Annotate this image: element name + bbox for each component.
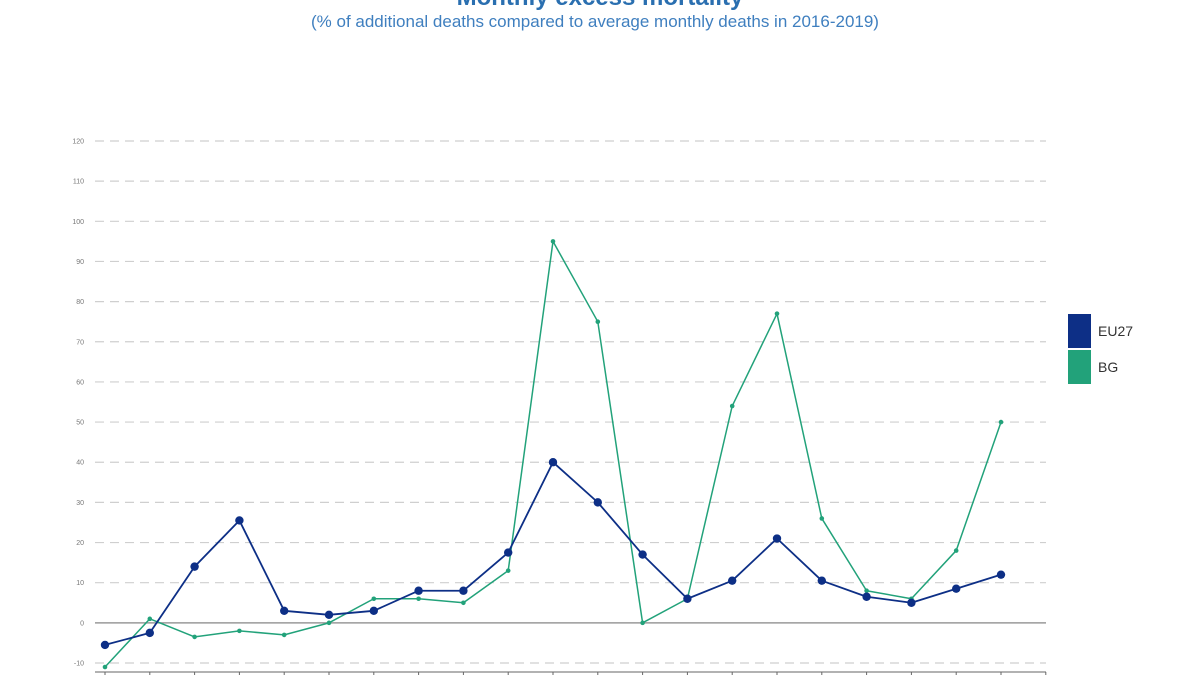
- data-point-eu27[interactable]: [235, 516, 244, 525]
- y-tick-label: 70: [76, 339, 84, 346]
- data-point-eu27[interactable]: [593, 498, 602, 507]
- legend-swatch-bg: [1068, 350, 1091, 384]
- data-point-bg[interactable]: [864, 588, 869, 594]
- data-point-bg[interactable]: [326, 620, 332, 626]
- series-line-bg: [104, 240, 1002, 668]
- series-line-eu27: [104, 461, 1002, 646]
- data-point-bg[interactable]: [192, 634, 197, 640]
- data-point-eu27[interactable]: [952, 584, 961, 593]
- data-point-bg[interactable]: [281, 632, 287, 638]
- data-point-bg[interactable]: [819, 516, 825, 521]
- y-tick-label: 80: [76, 299, 84, 306]
- data-point-eu27[interactable]: [100, 640, 110, 650]
- data-point-eu27[interactable]: [638, 550, 647, 559]
- data-point-eu27[interactable]: [862, 592, 871, 601]
- data-point-eu27[interactable]: [145, 628, 154, 638]
- data-point-bg[interactable]: [147, 616, 153, 622]
- legend-item-eu27[interactable]: EU27: [1068, 314, 1134, 348]
- chart-subtitle: (% of additional deaths compared to aver…: [311, 12, 879, 31]
- y-tick-label: 20: [76, 540, 84, 547]
- data-point-eu27[interactable]: [996, 570, 1006, 579]
- y-tick-label: 120: [72, 139, 84, 146]
- data-point-eu27[interactable]: [772, 534, 782, 543]
- chart-title: Monthly excess mortality: [0, 0, 1200, 12]
- gridlines: [95, 140, 1046, 664]
- y-tick-label: 100: [72, 219, 84, 226]
- data-point-bg[interactable]: [998, 419, 1004, 425]
- y-tick-label: 10: [76, 580, 84, 587]
- data-point-eu27[interactable]: [369, 606, 378, 615]
- data-point-bg[interactable]: [550, 239, 556, 244]
- data-point-bg[interactable]: [595, 319, 601, 324]
- y-tick-label: 110: [73, 179, 84, 186]
- data-point-eu27[interactable]: [280, 606, 289, 615]
- legend-label-eu27: EU27: [1098, 323, 1134, 339]
- data-point-eu27[interactable]: [817, 576, 826, 585]
- y-tick-label: 60: [76, 379, 84, 386]
- data-point-eu27[interactable]: [459, 586, 468, 595]
- data-point-bg[interactable]: [102, 664, 108, 670]
- y-tick-label: 30: [76, 500, 84, 507]
- data-point-eu27[interactable]: [190, 562, 199, 571]
- data-point-bg[interactable]: [505, 568, 511, 573]
- data-point-eu27[interactable]: [548, 458, 558, 467]
- y-axis-ticks: -10 0 10 20 30 40 50 60 70 80 90 100 110 120: [72, 139, 1047, 675]
- y-tick-label: 90: [76, 259, 84, 266]
- data-point-bg[interactable]: [953, 548, 959, 553]
- data-point-eu27[interactable]: [683, 594, 692, 603]
- legend-swatch-eu27: [1068, 314, 1091, 348]
- data-point-bg[interactable]: [774, 311, 780, 316]
- legend-item-bg[interactable]: BG: [1068, 350, 1133, 384]
- legend-label-bg: BG: [1098, 359, 1119, 375]
- y-tick-label: 40: [76, 460, 84, 467]
- data-point-eu27[interactable]: [504, 548, 513, 557]
- series-group: [100, 239, 1006, 670]
- data-point-eu27[interactable]: [414, 586, 423, 595]
- data-point-bg[interactable]: [371, 596, 377, 602]
- data-point-bg[interactable]: [461, 600, 466, 606]
- data-point-bg[interactable]: [237, 628, 242, 634]
- y-tick-label: 0: [80, 620, 84, 627]
- data-point-bg[interactable]: [640, 620, 645, 626]
- data-point-bg[interactable]: [729, 403, 735, 409]
- data-point-bg[interactable]: [416, 596, 421, 602]
- y-tick-label: -10: [74, 661, 84, 668]
- y-tick-label: 50: [76, 420, 84, 427]
- data-point-eu27[interactable]: [907, 598, 916, 607]
- data-point-eu27[interactable]: [324, 610, 334, 620]
- legend: EU27 BG: [1068, 314, 1134, 388]
- data-point-eu27[interactable]: [728, 576, 737, 585]
